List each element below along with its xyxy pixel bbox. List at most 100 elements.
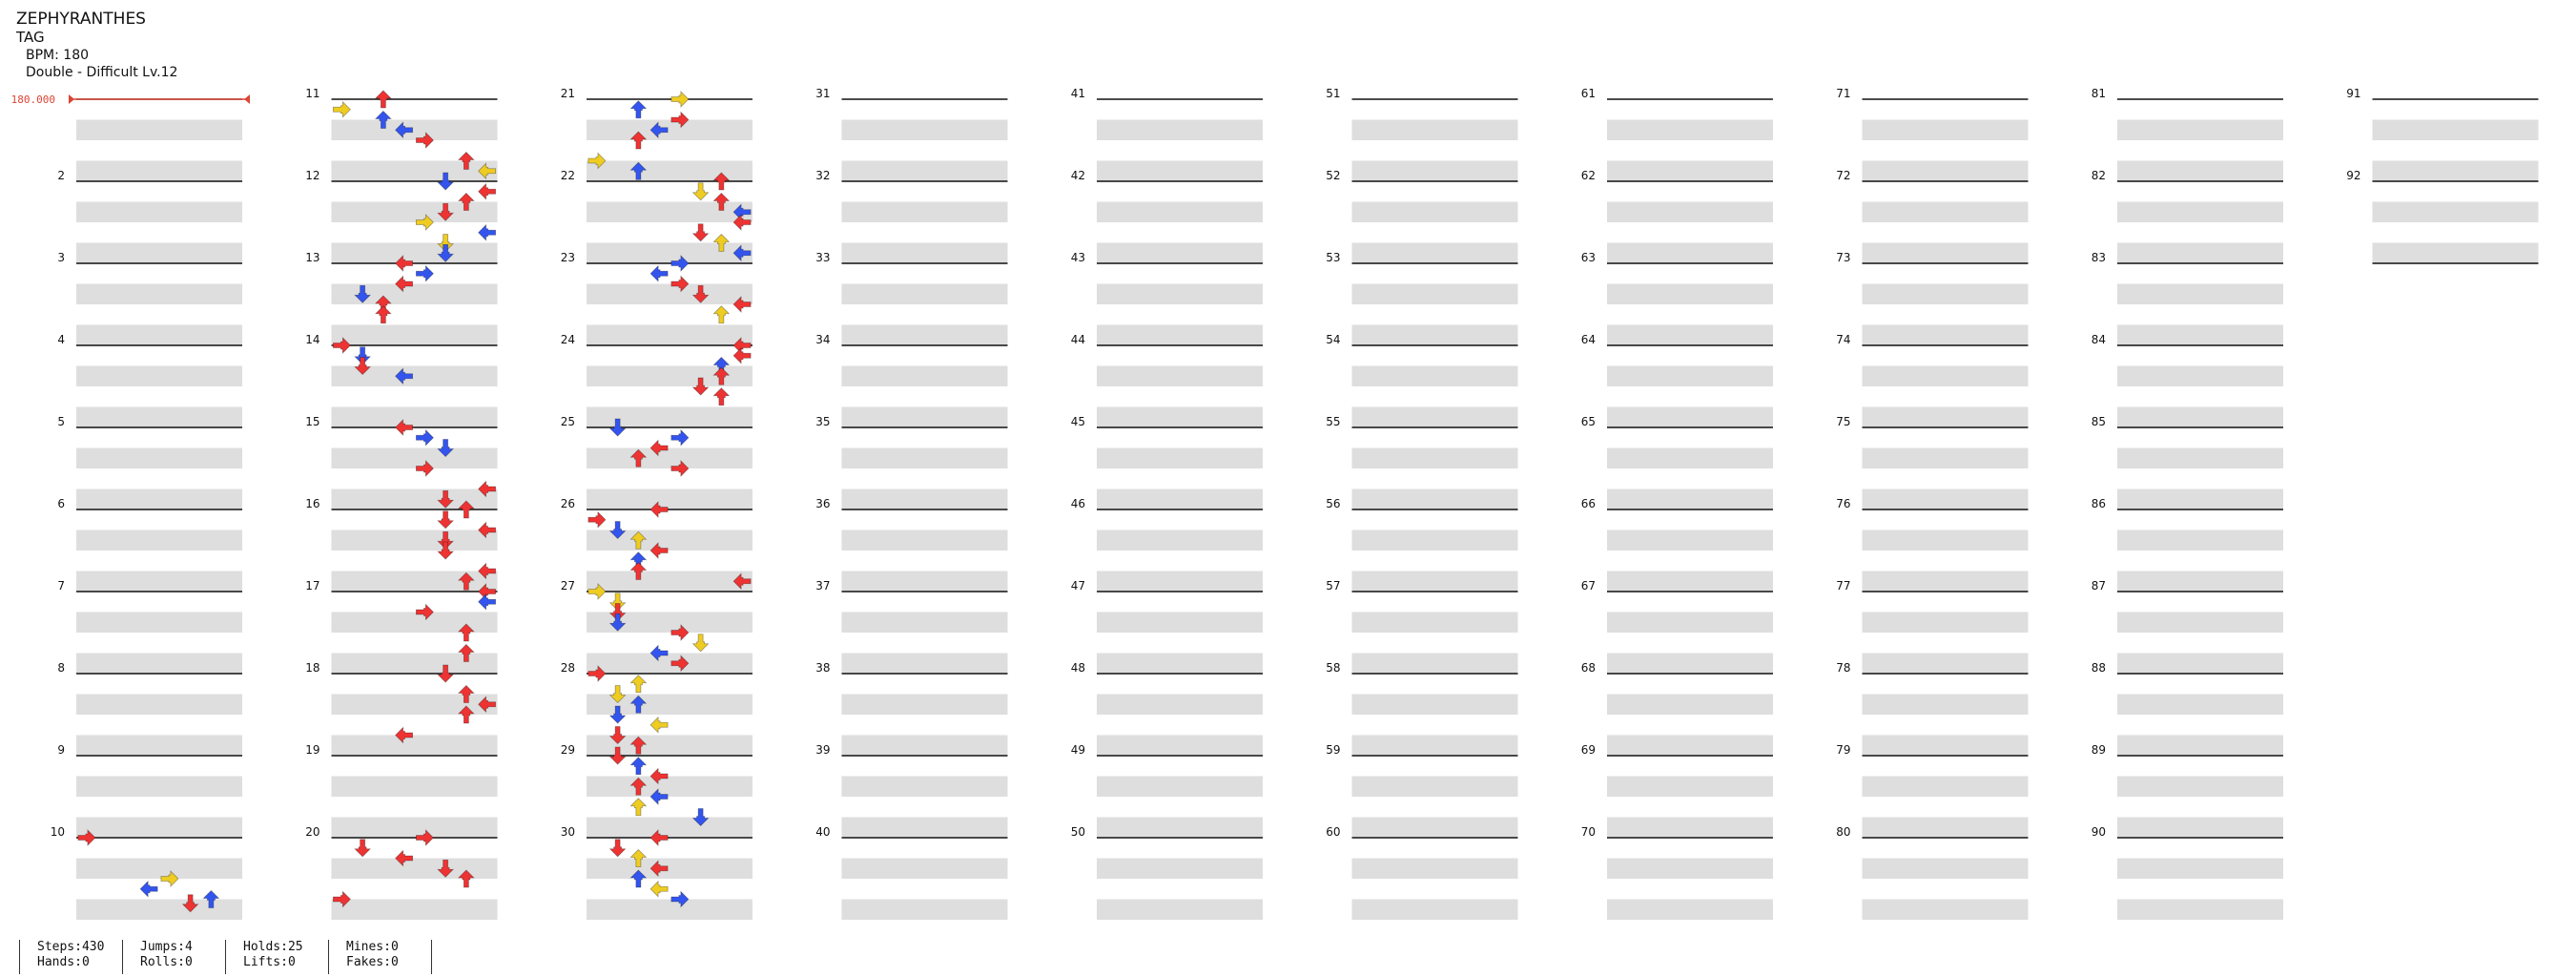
beat-stripe (1607, 119, 1773, 140)
beat-stripe (1862, 283, 2029, 304)
step-arrow-icon (670, 111, 690, 129)
measure-label: 86 (2092, 497, 2106, 510)
beat-stripe (76, 283, 242, 304)
step-arrow-icon (608, 603, 627, 622)
stat-fakes: Fakes:0 (346, 955, 399, 969)
song-title: ZEPHYRANTHES (16, 10, 146, 29)
measure-label: 47 (1071, 579, 1085, 592)
measure-label: 40 (815, 825, 830, 839)
beat-stripe (331, 242, 498, 263)
beat-stripe (1607, 571, 1773, 592)
step-arrow-icon (608, 521, 627, 540)
step-arrow-icon (415, 264, 434, 282)
measure-label: 43 (1071, 251, 1085, 264)
measure-label: 84 (2092, 333, 2106, 346)
measure-label: 3 (57, 251, 65, 264)
measure-label: 48 (1071, 661, 1085, 675)
measure-label: 21 (561, 87, 575, 100)
beat-stripe (587, 365, 752, 386)
beat-stripe (1097, 365, 1263, 386)
step-arrow-icon (374, 110, 392, 129)
beat-stripe (1862, 694, 2029, 715)
beat-stripe (331, 406, 498, 427)
step-arrow-icon (437, 202, 455, 221)
step-arrow-icon (670, 255, 690, 272)
measure-label: 44 (1071, 333, 1085, 346)
beat-stripe (1351, 899, 1518, 920)
measure-label: 87 (2092, 579, 2106, 592)
beat-stripe (841, 160, 1008, 181)
beat-stripe (1097, 447, 1263, 468)
step-arrow-icon (587, 152, 607, 170)
step-arrow-icon (691, 182, 710, 201)
beat-stripe (1097, 242, 1263, 263)
measure-label: 79 (1836, 743, 1850, 757)
beat-stripe (331, 571, 498, 592)
measure-label: 5 (57, 415, 65, 428)
stat-holds: Holds:25 (243, 940, 303, 954)
beat-stripe (841, 612, 1008, 633)
beat-stripe (76, 653, 242, 674)
step-arrow-icon (691, 808, 710, 827)
difficulty-label: Double - Difficult Lv.12 (26, 65, 178, 80)
measure-label: 27 (561, 579, 575, 592)
beat-stripe (1607, 653, 1773, 674)
measure-label: 52 (1326, 169, 1340, 182)
measure-label: 34 (815, 333, 830, 346)
beat-stripe (331, 119, 498, 140)
step-arrow-icon (732, 244, 752, 262)
beat-stripe (841, 653, 1008, 674)
measure-label: 20 (305, 825, 319, 839)
measure-label: 28 (561, 661, 575, 675)
beat-stripe (841, 530, 1008, 551)
step-arrow-icon (457, 192, 475, 211)
step-arrow-icon (629, 448, 648, 468)
beat-stripe (1351, 488, 1518, 509)
beat-stripe (331, 694, 498, 715)
step-arrow-icon (478, 223, 497, 241)
step-arrow-icon (395, 849, 414, 867)
beat-stripe (841, 324, 1008, 345)
stat-jumps: Jumps:4 (140, 940, 193, 954)
step-chart: 2345678910111213141516171819202122232425… (11, 87, 2539, 920)
beat-stripe (76, 817, 242, 838)
beat-stripe (841, 201, 1008, 222)
beat-stripe (1351, 406, 1518, 427)
beat-stripe (331, 447, 498, 468)
step-arrow-icon (608, 746, 627, 765)
step-arrow-icon (457, 623, 475, 642)
beat-stripe (587, 160, 752, 181)
step-arrow-icon (649, 542, 669, 559)
step-arrow-icon (478, 182, 497, 200)
beat-stripe (2372, 119, 2539, 140)
beat-stripe (841, 694, 1008, 715)
beat-stripe (587, 899, 752, 920)
measure-label: 38 (815, 661, 830, 675)
measure-label: 33 (815, 251, 830, 264)
step-arrow-icon (395, 367, 414, 385)
step-arrow-icon (457, 643, 475, 662)
beat-stripe (587, 612, 752, 633)
step-arrow-icon (629, 869, 648, 888)
step-arrow-icon (415, 603, 434, 621)
beat-stripe (841, 571, 1008, 592)
step-arrow-icon (649, 767, 669, 785)
beat-stripe (1607, 447, 1773, 468)
measure-label: 70 (1581, 825, 1596, 839)
step-arrow-icon (712, 172, 731, 191)
beat-stripe (76, 201, 242, 222)
measure-label: 74 (1836, 333, 1850, 346)
measure-label: 45 (1071, 415, 1085, 428)
step-arrow-icon (354, 357, 372, 376)
beat-stripe (1351, 858, 1518, 879)
measure-label: 14 (305, 333, 319, 346)
step-arrow-icon (670, 655, 690, 673)
step-arrow-icon (457, 151, 475, 170)
step-arrow-icon (629, 695, 648, 714)
step-arrow-icon (670, 428, 690, 447)
measure-label: 83 (2092, 251, 2106, 264)
step-arrow-icon (649, 860, 669, 878)
measure-label: 62 (1581, 169, 1596, 182)
step-arrow-icon (649, 121, 669, 139)
beat-stripe (1862, 653, 2029, 674)
